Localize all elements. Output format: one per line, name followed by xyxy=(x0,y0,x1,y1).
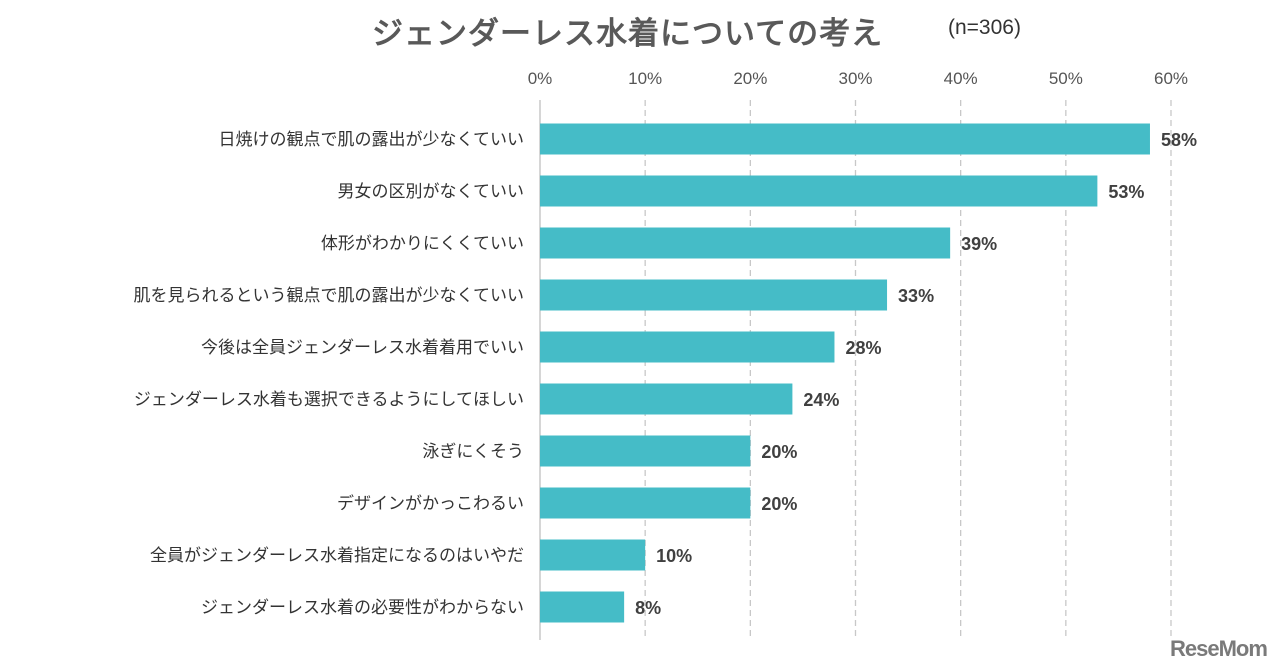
data-label: 33% xyxy=(898,286,934,306)
data-label: 58% xyxy=(1161,130,1197,150)
x-tick-label: 30% xyxy=(838,69,872,88)
bar xyxy=(540,175,1098,207)
bar xyxy=(540,279,888,311)
category-label: 男女の区別がなくていい xyxy=(338,182,525,202)
category-label: 体形がわかりにくくていい xyxy=(321,234,524,254)
x-tick-label: 0% xyxy=(528,69,553,88)
category-label: ジェンダーレス水着も選択できるようにしてほしい xyxy=(134,390,524,410)
data-label: 10% xyxy=(656,546,692,566)
bar xyxy=(540,331,835,363)
x-tick-label: 60% xyxy=(1154,69,1188,88)
category-label: ジェンダーレス水着の必要性がわからない xyxy=(201,598,524,618)
x-tick-label: 10% xyxy=(628,69,662,88)
bar xyxy=(540,591,625,623)
category-label: 泳ぎにくそう xyxy=(422,442,524,462)
x-tick-label: 20% xyxy=(733,69,767,88)
category-label: 肌を見られるという観点で肌の露出が少なくていい xyxy=(134,286,525,306)
x-tick-label: 50% xyxy=(1049,69,1083,88)
data-label: 20% xyxy=(761,442,797,462)
category-label: 今後は全員ジェンダーレス水着着用でいい xyxy=(201,338,524,358)
data-label: 39% xyxy=(961,234,997,254)
category-label: 全員がジェンダーレス水着指定になるのはいやだ xyxy=(150,546,524,566)
data-label: 20% xyxy=(761,494,797,514)
sample-size: (n=306) xyxy=(948,16,1021,39)
x-tick-label: 40% xyxy=(944,69,978,88)
bar xyxy=(540,227,951,259)
bar xyxy=(540,487,751,519)
bar xyxy=(540,435,751,467)
bar xyxy=(540,123,1150,155)
bar xyxy=(540,383,793,415)
category-label: 日焼けの観点で肌の露出が少なくていい xyxy=(219,130,525,150)
chart-title: ジェンダーレス水着についての考え xyxy=(372,16,884,52)
data-label: 24% xyxy=(803,390,839,410)
category-label: デザインがかっこわるい xyxy=(337,493,524,514)
data-label: 28% xyxy=(845,338,881,358)
data-label: 8% xyxy=(635,598,661,618)
resemom-logo: ReseMom xyxy=(1170,636,1268,661)
bar xyxy=(540,539,646,571)
data-label: 53% xyxy=(1108,182,1144,202)
